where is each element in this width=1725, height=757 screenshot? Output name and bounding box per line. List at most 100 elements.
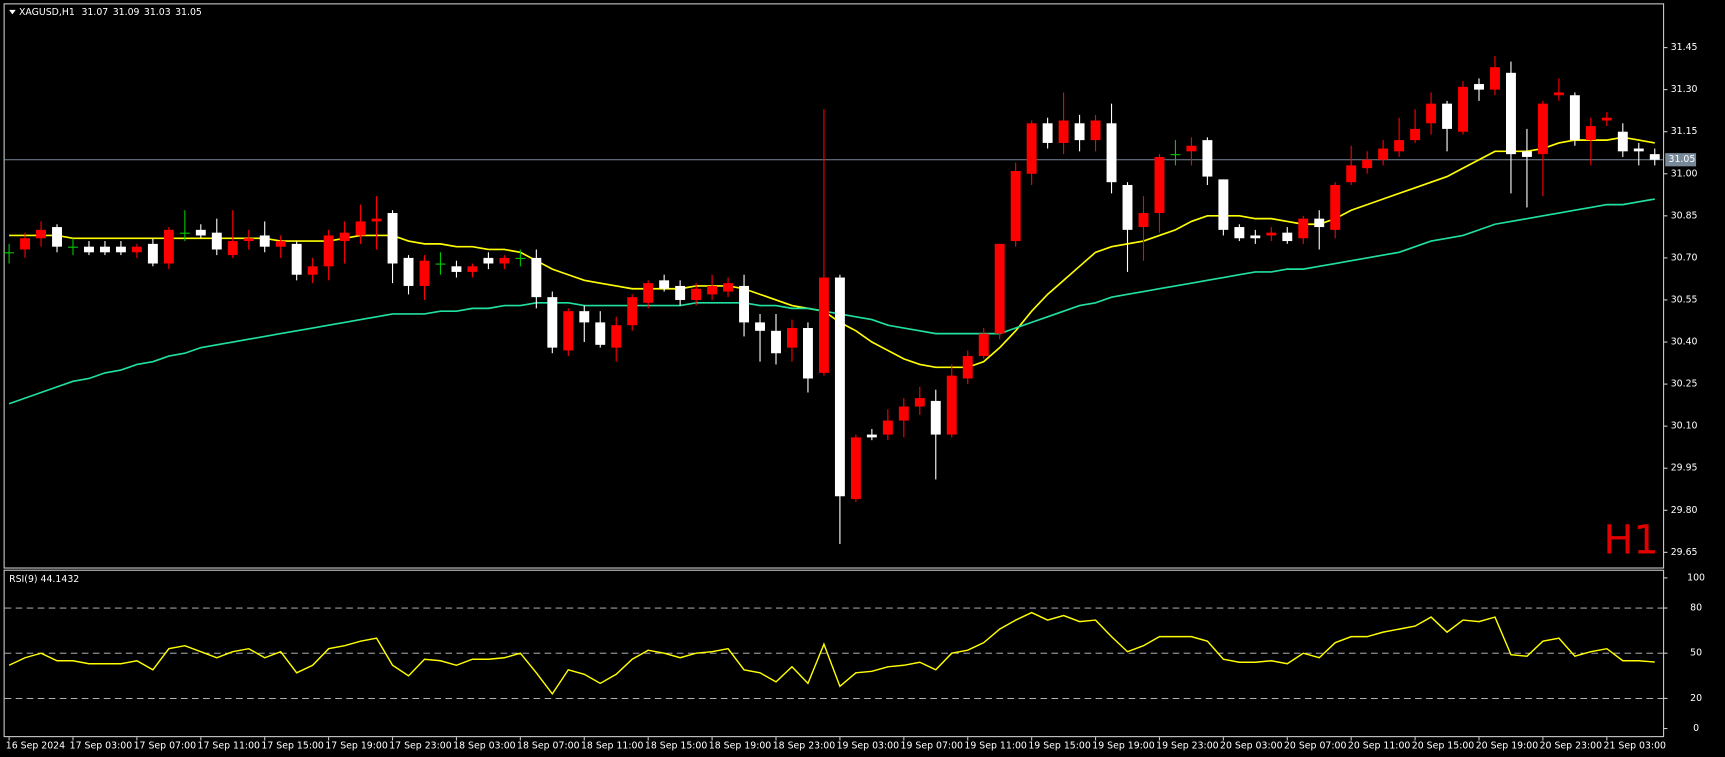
x-tick-label: 17 Sep 11:00 xyxy=(198,740,261,751)
current-price-label: 31.05 xyxy=(1669,154,1696,165)
candle-body xyxy=(595,322,606,345)
x-tick-label: 18 Sep 19:00 xyxy=(709,740,772,751)
candle-body xyxy=(755,322,765,331)
y-tick-label: 30.85 xyxy=(1671,210,1698,221)
x-tick-label: 18 Sep 15:00 xyxy=(645,740,708,751)
candle-body xyxy=(1394,140,1405,152)
x-tick-label: 18 Sep 07:00 xyxy=(517,740,580,751)
candle-body xyxy=(1649,154,1660,160)
y-tick-label: 31.45 xyxy=(1671,42,1698,53)
rsi-y-tick-label: 0 xyxy=(1693,723,1699,734)
candle-body xyxy=(291,243,302,275)
candle-body xyxy=(675,285,686,300)
candle-body xyxy=(483,257,494,264)
candle-body xyxy=(1362,159,1373,169)
candle-body xyxy=(1569,95,1580,141)
candle-body xyxy=(787,328,797,348)
candle-body xyxy=(1314,218,1325,228)
moving-average xyxy=(8,198,1655,405)
x-tick-label: 19 Sep 11:00 xyxy=(964,740,1027,751)
x-tick-label: 17 Sep 15:00 xyxy=(261,740,324,751)
candle-body xyxy=(1521,151,1532,157)
x-tick-label: 18 Sep 23:00 xyxy=(773,740,836,751)
candle-body xyxy=(882,420,893,435)
y-tick-label: 29.65 xyxy=(1671,547,1698,558)
candle-body xyxy=(1474,84,1484,90)
candle-body xyxy=(1042,123,1053,143)
candle-body xyxy=(1458,86,1468,132)
candle-body xyxy=(1282,232,1293,242)
candle-body xyxy=(962,356,973,379)
header-high: 31.09 xyxy=(113,7,140,18)
candle-body xyxy=(611,325,622,348)
rsi-label: RSI(9) 44.1432 xyxy=(9,574,79,585)
y-tick-label: 31.15 xyxy=(1671,126,1698,137)
candle-body xyxy=(1090,120,1101,141)
candle-body xyxy=(691,288,702,300)
y-tick-label: 29.80 xyxy=(1671,505,1698,516)
candle-body xyxy=(627,297,638,326)
candle-body xyxy=(866,434,877,438)
candle-body xyxy=(68,246,78,248)
x-tick-label: 20 Sep 23:00 xyxy=(1540,740,1603,751)
candle-body xyxy=(563,311,574,351)
candle-body xyxy=(147,243,158,264)
candle-body xyxy=(467,266,478,272)
x-tick-label: 18 Sep 11:00 xyxy=(581,740,644,751)
candle-body xyxy=(371,218,382,222)
menu-triangle[interactable] xyxy=(9,9,16,15)
x-tick-label: 19 Sep 03:00 xyxy=(837,740,900,751)
candle-body xyxy=(131,246,142,253)
candle-body xyxy=(802,328,813,379)
rsi-y-tick-label: 80 xyxy=(1690,603,1702,614)
candle-body xyxy=(1442,103,1453,129)
candle-body xyxy=(1186,145,1197,152)
candle-body xyxy=(898,406,909,421)
x-tick-label: 17 Sep 23:00 xyxy=(389,740,452,751)
candle-body xyxy=(723,283,734,292)
candle-body xyxy=(195,229,206,236)
candle-body xyxy=(211,232,222,250)
symbol: XAGUSD,H1 xyxy=(19,7,75,18)
header-low: 31.03 xyxy=(144,7,171,18)
candle-body xyxy=(643,283,654,303)
header-close: 31.05 xyxy=(175,7,202,18)
candle-body xyxy=(1330,184,1341,230)
candle-body xyxy=(4,252,15,254)
candle-body xyxy=(387,213,398,264)
candle-body xyxy=(1537,103,1548,155)
candle-body xyxy=(1585,126,1596,141)
y-tick-label: 30.70 xyxy=(1671,252,1698,263)
candle-body xyxy=(946,375,957,435)
x-tick-label: 19 Sep 07:00 xyxy=(901,740,964,751)
candle-body xyxy=(818,277,829,373)
candle-body xyxy=(339,232,350,242)
candle-body xyxy=(84,246,94,253)
candle-body xyxy=(1633,148,1644,152)
candle-body xyxy=(451,266,462,272)
x-tick-label: 17 Sep 07:00 xyxy=(134,740,197,751)
rsi-line xyxy=(8,611,1655,696)
x-tick-label: 20 Sep 03:00 xyxy=(1220,740,1283,751)
y-tick-label: 29.95 xyxy=(1671,463,1698,474)
y-tick-label: 30.25 xyxy=(1671,379,1698,390)
candle-body xyxy=(163,229,174,264)
candle-body xyxy=(1154,156,1165,214)
candle-body xyxy=(419,260,430,286)
candle-body xyxy=(115,246,126,253)
candle-body xyxy=(259,235,270,247)
x-tick-label: 20 Sep 11:00 xyxy=(1348,740,1411,751)
candle-body xyxy=(20,238,31,250)
candle-body xyxy=(994,243,1005,334)
x-tick-label: 16 Sep 2024 xyxy=(6,740,65,751)
candle-body xyxy=(275,241,286,247)
candle-body xyxy=(403,257,414,286)
x-tick-label: 18 Sep 03:00 xyxy=(453,740,516,751)
candle-body xyxy=(1218,179,1229,230)
candle-body xyxy=(771,330,781,354)
candle-body xyxy=(1490,67,1500,90)
x-tick-label: 19 Sep 19:00 xyxy=(1092,740,1155,751)
